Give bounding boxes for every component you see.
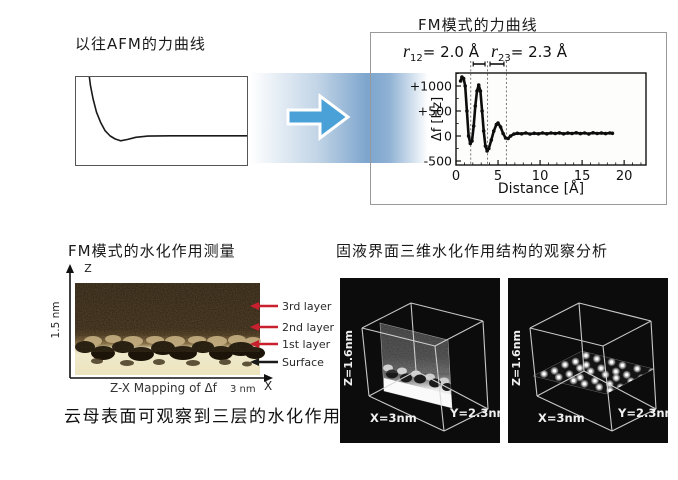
right-arrow-icon	[286, 93, 351, 141]
x-axis-arrow-icon	[264, 374, 273, 382]
cube-z-label: Z=1.6nm	[342, 330, 355, 386]
svg-text:15: 15	[574, 169, 591, 184]
x-axis-label: X	[264, 379, 272, 393]
layer-label: 3rd layer	[282, 300, 332, 313]
zx-axes	[69, 272, 265, 379]
r23-subscript: 23	[498, 53, 511, 64]
layer-row: Surface	[250, 356, 324, 369]
cube-y-label: Y=2.3nm	[617, 406, 668, 420]
y-axis-label: Δf [Hz]	[430, 97, 445, 141]
3d-structure-title: 固液界面三维水化作用结构的观察分析	[336, 242, 609, 260]
conventional-force-curve-plot	[88, 72, 247, 142]
fm-force-curve-title: FM模式的力曲线	[418, 16, 538, 34]
r23-value: = 2.3 Å	[510, 43, 567, 61]
svg-text:20: 20	[616, 169, 633, 184]
layer-label: Surface	[282, 356, 324, 369]
cube-wireframe	[529, 302, 657, 432]
map-caption: Z-X Mapping of Δf	[110, 381, 218, 395]
layer-row: 3rd layer	[250, 300, 332, 313]
3d-cube-vertical-slice: Z=1.6nm X=3nm Y=2.3nm	[340, 278, 500, 443]
cube-y-label: Y=2.3nm	[449, 406, 500, 420]
conventional-afm-title: 以往AFM的力曲线	[75, 35, 206, 53]
layer-label: 1st layer	[282, 338, 331, 351]
cube-z-label: Z=1.6nm	[510, 330, 523, 386]
hydration-wisps	[91, 358, 252, 367]
r12-value: = 2.0 Å	[422, 43, 479, 61]
svg-text:10: 10	[532, 169, 549, 184]
layer-arrow-icon	[250, 340, 259, 348]
map-caption-scale: 3 nm	[230, 384, 256, 395]
svg-text:+1000: +1000	[410, 79, 452, 94]
layer-label: 2nd layer	[282, 321, 335, 334]
z-axis-label: Z	[84, 262, 92, 275]
plot-frame	[455, 72, 647, 166]
layer-row: 1st layer	[250, 338, 331, 351]
surface-arrow-icon	[250, 358, 259, 366]
z-scale-label: 1.5 nm	[50, 302, 62, 339]
cube-x-label: X=3nm	[538, 411, 585, 425]
layer-arrow-icon	[250, 323, 259, 331]
zx-map-image	[75, 283, 265, 375]
svg-text:0: 0	[452, 169, 460, 184]
svg-text:+500: +500	[418, 104, 452, 119]
conventional-force-curve-panel	[75, 72, 248, 166]
zx-mapping-figure: Z 1.5 nm X Z-X Mapping of Δf 3 nm 3rd la…	[50, 262, 335, 395]
svg-text:0: 0	[444, 129, 452, 144]
x-axis-label: Distance [Å]	[498, 180, 584, 197]
z-axis-arrow-icon	[66, 264, 74, 273]
svg-text:5: 5	[494, 169, 502, 184]
r12-symbol: r	[403, 41, 411, 61]
3d-cube-horizontal-slice: Z=1.6nm X=3nm Y=2.3nm	[508, 278, 668, 443]
layer-row: 2nd layer	[250, 321, 335, 334]
layer-annotations: 3rd layer 2nd layer 1st layer Surface	[250, 300, 335, 369]
mica-observation-note: 云母表面可观察到三层的水化作用层	[64, 407, 360, 427]
force-curve-line	[88, 72, 247, 142]
r12-subscript: 12	[410, 53, 423, 64]
cube-wireframe	[361, 302, 489, 432]
cube-x-label: X=3nm	[370, 411, 417, 425]
layer-arrow-icon	[250, 302, 259, 310]
svg-text:-500: -500	[424, 154, 452, 169]
r23-symbol: r	[491, 41, 499, 61]
hydration-measurement-title: FM模式的水化作用测量	[68, 242, 236, 260]
